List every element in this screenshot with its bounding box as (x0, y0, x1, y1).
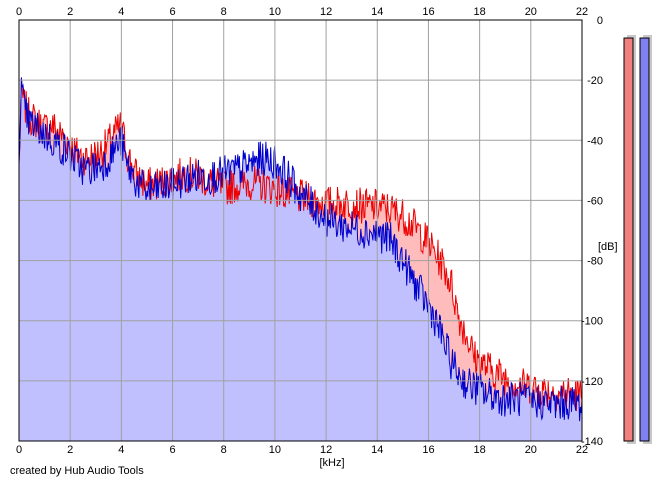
y-tick-label: 0 (597, 15, 603, 27)
x-tick-label-bottom: 14 (371, 444, 383, 456)
x-tick-label-bottom: 20 (525, 444, 537, 456)
credit-text: created by Hub Audio Tools (10, 465, 144, 477)
series-line-1 (18, 77, 583, 422)
level-meter-bar (623, 37, 634, 442)
plot-frame (18, 19, 583, 442)
x-tick-label-bottom: 16 (422, 444, 434, 456)
x-tick-label-bottom: 18 (474, 444, 486, 456)
x-tick-label-top: 14 (371, 6, 383, 18)
y-tick-label: -140 (581, 436, 603, 448)
y-tick-label: -20 (587, 75, 603, 87)
x-tick-label-top: 0 (16, 6, 22, 18)
x-tick-label-top: 6 (169, 6, 175, 18)
y-tick-label: -80 (587, 256, 603, 268)
grid (18, 19, 583, 442)
x-tick-label-top: 8 (221, 6, 227, 18)
level-meters (623, 35, 652, 444)
x-tick-label-top: 20 (525, 6, 537, 18)
y-tick-label: -120 (581, 376, 603, 388)
x-tick-label-top: 10 (269, 6, 281, 18)
x-axis-label: [kHz] (319, 457, 344, 469)
x-tick-label-bottom: 10 (269, 444, 281, 456)
y-tick-label: -100 (581, 316, 603, 328)
x-tick-label-bottom: 6 (169, 444, 175, 456)
x-tick-label-top: 18 (474, 6, 486, 18)
x-tick-label-top: 22 (576, 6, 588, 18)
x-tick-label-bottom: 8 (221, 444, 227, 456)
x-tick-label-bottom: 0 (16, 444, 22, 456)
x-tick-label-bottom: 12 (320, 444, 332, 456)
x-tick-label-bottom: 4 (118, 444, 124, 456)
y-tick-label: -60 (587, 195, 603, 207)
y-tick-label: -40 (587, 135, 603, 147)
x-tick-label-top: 12 (320, 6, 332, 18)
y-axis-label: [dB] (598, 241, 618, 253)
series-layer (18, 77, 583, 442)
x-tick-label-top: 16 (422, 6, 434, 18)
x-tick-label-top: 4 (118, 6, 124, 18)
series-fill-1 (19, 77, 582, 442)
level-meter-bar (639, 37, 650, 442)
x-tick-label-top: 2 (67, 6, 73, 18)
x-tick-label-bottom: 2 (67, 444, 73, 456)
x-tick-label-bottom: 22 (576, 444, 588, 456)
tick-labels: 002244668810101212141416161818202022220-… (16, 6, 603, 456)
